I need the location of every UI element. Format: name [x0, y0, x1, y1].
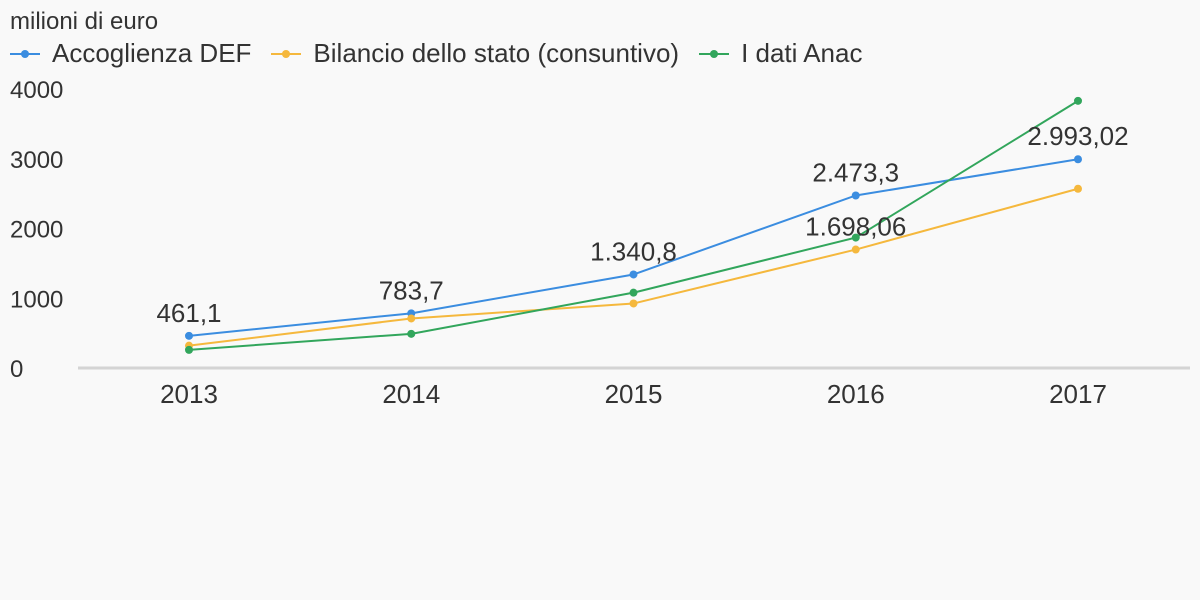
- data-point: [185, 345, 193, 354]
- legend-item-accoglienza-def[interactable]: Accoglienza DEF: [10, 38, 251, 69]
- x-tick-label: 2015: [605, 379, 663, 409]
- x-tick-label: 2013: [160, 379, 218, 409]
- y-tick-label: 2000: [10, 217, 63, 244]
- data-point: [407, 329, 416, 338]
- data-label: 783,7: [379, 275, 444, 305]
- x-tick-label: 2016: [827, 379, 885, 409]
- data-point: [629, 299, 638, 308]
- data-point: [407, 314, 416, 323]
- legend-swatch-icon: [10, 47, 40, 61]
- x-tick-label: 2014: [382, 379, 440, 409]
- data-label: 1.698,06: [805, 212, 906, 242]
- unit-label: milioni di euro: [10, 8, 159, 35]
- legend-item-bilancio-stato[interactable]: Bilancio dello stato (consuntivo): [271, 38, 679, 69]
- data-label: 2.993,02: [1027, 121, 1128, 151]
- legend-item-dati-anac[interactable]: I dati Anac: [699, 38, 862, 69]
- data-point: [629, 288, 638, 297]
- data-point: [629, 270, 638, 279]
- legend-swatch-icon: [271, 47, 302, 61]
- legend: Accoglienza DEF Bilancio dello stato (co…: [10, 38, 862, 69]
- x-tick-label: 2017: [1049, 379, 1107, 409]
- y-tick-label: 0: [10, 356, 23, 383]
- data-label: 2.473,3: [812, 157, 899, 187]
- data-point: [851, 191, 860, 200]
- legend-label: Bilancio dello stato (consuntivo): [313, 38, 680, 68]
- data-point: [185, 331, 193, 340]
- data-point: [1074, 184, 1082, 193]
- data-point: [851, 245, 860, 254]
- legend-label: I dati Anac: [741, 38, 863, 68]
- legend-label: Accoglienza DEF: [52, 38, 252, 68]
- legend-swatch-icon: [699, 47, 730, 61]
- y-tick-label: 1000: [10, 286, 63, 313]
- data-point: [1074, 96, 1082, 105]
- data-point: [851, 233, 860, 242]
- y-tick-label: 4000: [10, 77, 63, 104]
- data-label: 461,1: [156, 298, 221, 328]
- data-label: 1.340,8: [590, 236, 677, 266]
- data-point: [1074, 155, 1082, 164]
- y-tick-label: 3000: [10, 147, 63, 174]
